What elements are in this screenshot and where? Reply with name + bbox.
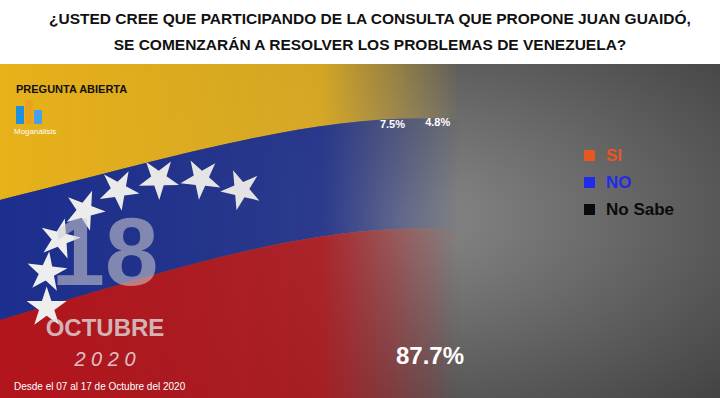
data-label: 4.8% bbox=[425, 116, 450, 128]
annotation: OCTUBRE bbox=[46, 314, 165, 341]
annotation: Desde el 07 al 17 de Octubre del 2020 bbox=[14, 381, 186, 392]
flag-star bbox=[133, 150, 188, 204]
legend-swatch bbox=[584, 150, 595, 161]
data-label: 7.5% bbox=[380, 118, 405, 130]
flag bbox=[0, 62, 460, 398]
legend-label: SI bbox=[606, 146, 622, 165]
legend-label: No Sabe bbox=[606, 200, 674, 219]
annotation: 2 0 2 0 bbox=[73, 348, 135, 370]
title: SE COMENZARÁN A RESOLVER LOS PROBLEMAS D… bbox=[114, 36, 627, 53]
legend-swatch bbox=[584, 204, 595, 215]
data-labels: 4.8% 87.7% 7.5% bbox=[380, 116, 464, 369]
flag-star bbox=[175, 150, 230, 205]
legend-item: No Sabe bbox=[584, 200, 674, 219]
annotation: 18 bbox=[52, 198, 159, 305]
annotation: Moganálisis bbox=[14, 127, 56, 136]
legend-item: SI bbox=[584, 146, 622, 165]
flag-star bbox=[215, 161, 270, 216]
logo-bar bbox=[25, 100, 33, 124]
logo-bar bbox=[34, 110, 42, 124]
legend-item: NO bbox=[584, 173, 632, 192]
data-label: 87.7% bbox=[396, 342, 464, 369]
legend-label: NO bbox=[606, 173, 632, 192]
annotation: PREGUNTA ABIERTA bbox=[16, 83, 127, 95]
title-band bbox=[0, 0, 720, 64]
legend-swatch bbox=[584, 177, 595, 188]
chart: ¿USTED CREE QUE PARTICIPANDO DE LA CONSU… bbox=[0, 0, 720, 398]
legend: SI NO No Sabe bbox=[584, 146, 674, 219]
background bbox=[0, 0, 720, 398]
title: ¿USTED CREE QUE PARTICIPANDO DE LA CONSU… bbox=[49, 10, 691, 27]
logo-bar bbox=[16, 106, 24, 124]
